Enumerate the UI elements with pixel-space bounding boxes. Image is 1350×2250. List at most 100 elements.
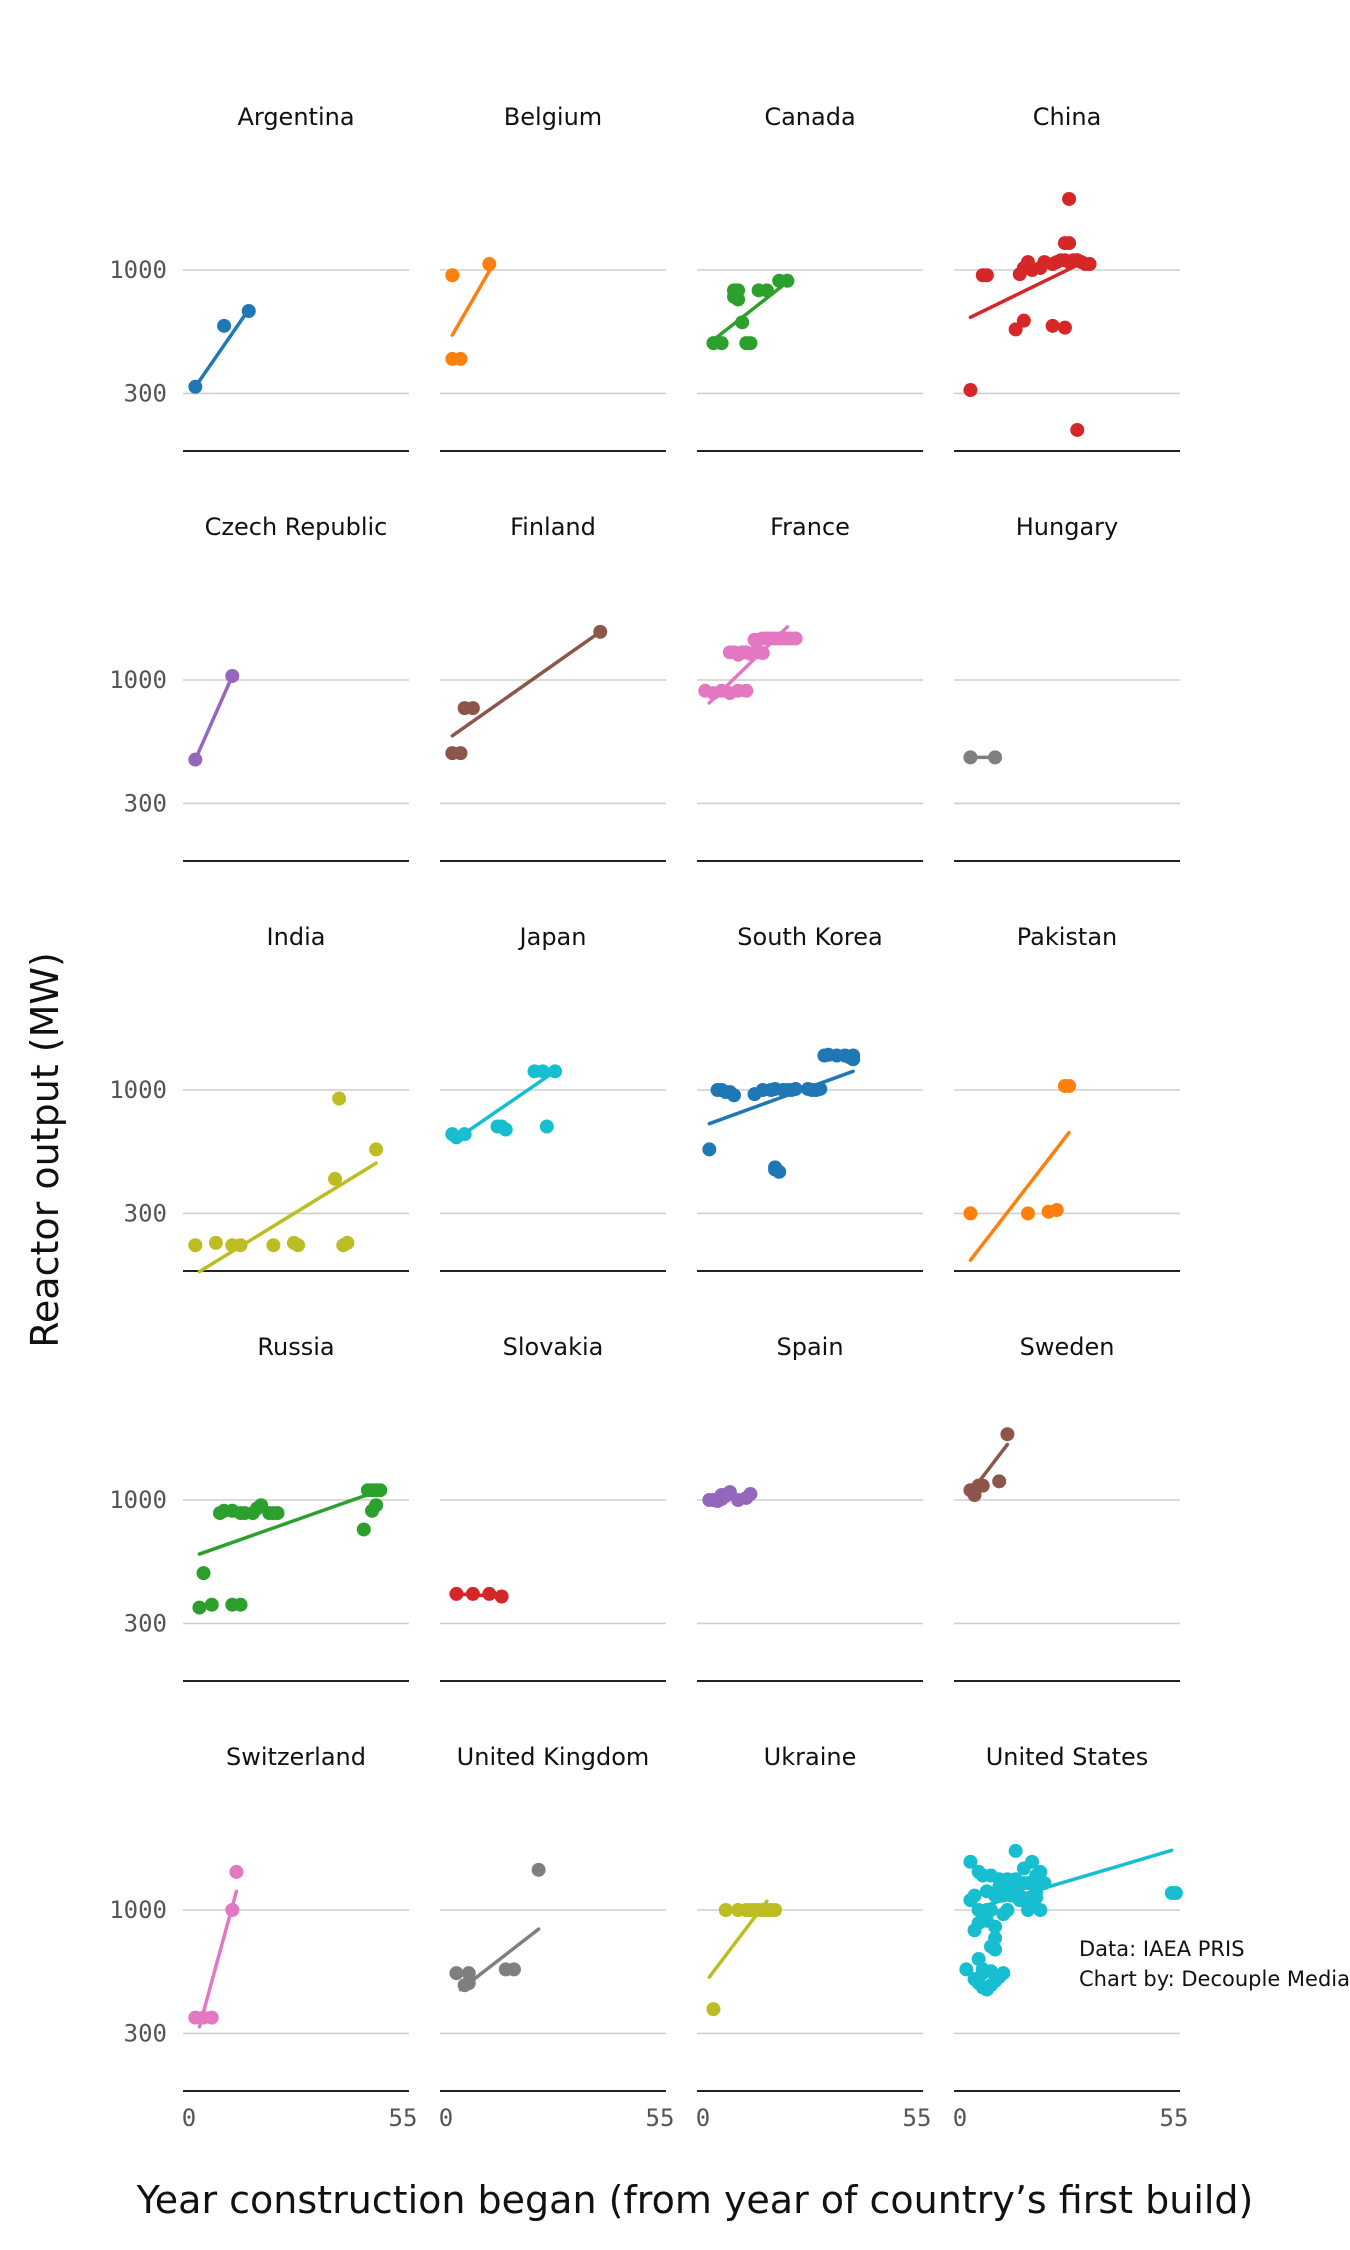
x-tick-label: 0 bbox=[953, 2104, 967, 2132]
data-point bbox=[465, 701, 480, 716]
y-tick-label: 300 bbox=[124, 1609, 167, 1637]
data-point bbox=[225, 668, 240, 683]
data-point bbox=[718, 1903, 733, 1917]
data-point bbox=[1045, 318, 1060, 333]
data-point bbox=[759, 283, 774, 298]
data-point bbox=[731, 292, 746, 307]
data-point bbox=[963, 1206, 978, 1221]
y-tick-label: 300 bbox=[124, 789, 167, 817]
facet-title: Sweden bbox=[1020, 1333, 1115, 1361]
data-point bbox=[1057, 320, 1072, 335]
data-point bbox=[266, 1238, 281, 1253]
data-point bbox=[449, 1966, 464, 1981]
data-point bbox=[233, 1238, 248, 1253]
data-point bbox=[996, 1888, 1011, 1903]
data-point bbox=[702, 1142, 717, 1157]
data-point bbox=[788, 1081, 803, 1096]
x-tick-label: 55 bbox=[646, 2104, 675, 2132]
trend-line bbox=[197, 1488, 382, 1556]
facet-argentina: Argentina 300 1000 bbox=[109, 103, 409, 452]
data-point bbox=[1012, 1888, 1027, 1903]
data-point bbox=[1033, 1864, 1048, 1879]
data-point bbox=[988, 1919, 1003, 1934]
data-point bbox=[204, 2010, 219, 2025]
facet-title: Pakistan bbox=[1017, 923, 1118, 951]
data-point bbox=[1012, 267, 1027, 282]
facet-title: Japan bbox=[518, 923, 587, 951]
data-point bbox=[373, 1483, 388, 1498]
data-point bbox=[188, 752, 203, 767]
data-point bbox=[1082, 257, 1097, 272]
y-tick-label: 1000 bbox=[109, 1486, 167, 1514]
data-point bbox=[959, 1962, 974, 1977]
facet-south-korea: South Korea bbox=[697, 923, 923, 1272]
y-tick-label: 1000 bbox=[109, 1896, 167, 1924]
data-point bbox=[457, 1978, 472, 1993]
data-point bbox=[768, 1160, 783, 1175]
facet-spain: Spain bbox=[697, 1333, 923, 1682]
facet-canada: Canada bbox=[697, 103, 923, 452]
data-point bbox=[992, 1474, 1007, 1489]
facet-title: Ukraine bbox=[764, 1743, 857, 1771]
data-point bbox=[204, 1597, 219, 1612]
data-point bbox=[1008, 1843, 1023, 1858]
data-point bbox=[453, 746, 468, 761]
data-point bbox=[967, 1888, 982, 1903]
trend-line bbox=[968, 259, 1088, 320]
facet-czech-republic: Czech Republic 300 1000 bbox=[109, 513, 409, 862]
data-point bbox=[996, 1966, 1011, 1981]
x-tick-label: 0 bbox=[696, 2104, 710, 2132]
facet-title: Argentina bbox=[237, 103, 354, 131]
data-point bbox=[494, 1589, 509, 1604]
data-point bbox=[1062, 1078, 1077, 1093]
y-tick-label: 1000 bbox=[109, 666, 167, 694]
data-point bbox=[1008, 322, 1023, 337]
data-point bbox=[188, 1238, 203, 1253]
data-point bbox=[291, 1238, 306, 1253]
facet-united-kingdom: United Kingdom 0 55 bbox=[439, 1743, 675, 2132]
data-point bbox=[482, 1586, 497, 1601]
data-point bbox=[726, 1088, 741, 1103]
trend-line bbox=[450, 262, 496, 337]
trend-line bbox=[197, 1161, 378, 1274]
x-tick-label: 55 bbox=[389, 2104, 418, 2132]
facet-hungary: Hungary bbox=[954, 513, 1180, 862]
data-point bbox=[813, 1081, 828, 1096]
data-point bbox=[229, 1864, 244, 1879]
data-point bbox=[963, 383, 978, 398]
facet-pakistan: Pakistan bbox=[954, 923, 1180, 1272]
facet-india: India 300 1000 bbox=[109, 923, 409, 1274]
facet-title: Canada bbox=[764, 103, 855, 131]
facet-finland: Finland bbox=[440, 513, 666, 862]
data-point bbox=[988, 1942, 1003, 1957]
facet-title: Finland bbox=[510, 513, 596, 541]
data-point bbox=[1033, 1903, 1048, 1917]
facet-title: South Korea bbox=[737, 923, 882, 951]
data-point bbox=[706, 2002, 721, 2017]
data-point bbox=[739, 683, 754, 698]
data-point bbox=[225, 1903, 240, 1917]
x-tick-label: 0 bbox=[182, 2104, 196, 2132]
data-point bbox=[1016, 313, 1031, 328]
x-tick-label: 0 bbox=[439, 2104, 453, 2132]
y-axis-title: Reactor output (MW) bbox=[23, 952, 67, 1348]
facet-title: India bbox=[267, 923, 326, 951]
data-point bbox=[1062, 191, 1077, 206]
caption: Data: IAEA PRIS Chart by: Decouple Media bbox=[1079, 1937, 1350, 1991]
data-point bbox=[979, 1903, 994, 1917]
data-point bbox=[233, 1597, 248, 1612]
data-point bbox=[453, 351, 468, 366]
data-point bbox=[1049, 1203, 1064, 1218]
facet-title: China bbox=[1033, 103, 1102, 131]
data-point bbox=[449, 1586, 464, 1601]
facet-title: Czech Republic bbox=[205, 513, 388, 541]
data-point bbox=[356, 1522, 371, 1537]
facet-title: Spain bbox=[776, 1333, 843, 1361]
facet-belgium: Belgium bbox=[440, 103, 666, 452]
data-point bbox=[332, 1091, 347, 1106]
facet-switzerland: Switzerland 300 1000 0 55 bbox=[109, 1743, 417, 2132]
data-point bbox=[735, 315, 750, 330]
facet-france: France bbox=[697, 513, 923, 862]
data-point bbox=[988, 750, 1003, 765]
